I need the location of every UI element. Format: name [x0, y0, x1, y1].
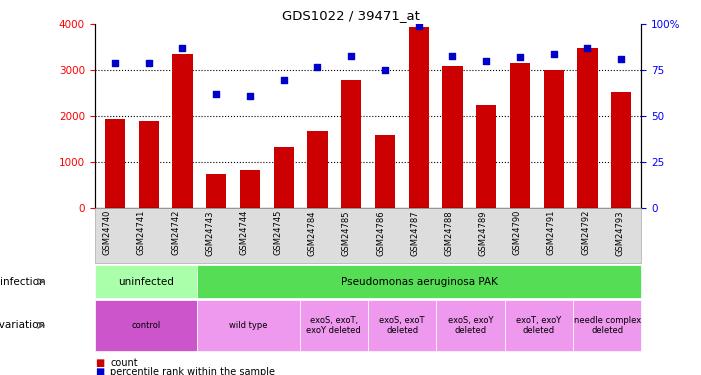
Text: uninfected: uninfected	[118, 277, 174, 286]
Bar	[543, 70, 564, 208]
Point	[481, 58, 492, 64]
Text: ■: ■	[95, 358, 104, 368]
Point	[582, 45, 593, 51]
Text: GSM24790: GSM24790	[513, 210, 522, 255]
Text: GSM24788: GSM24788	[444, 210, 454, 256]
Point	[548, 51, 559, 57]
Bar	[442, 66, 463, 208]
Text: GSM24789: GSM24789	[479, 210, 488, 255]
Text: GSM24742: GSM24742	[171, 210, 180, 255]
Bar	[139, 121, 158, 208]
Bar	[307, 131, 327, 208]
Text: percentile rank within the sample: percentile rank within the sample	[110, 367, 275, 375]
Text: GSM24740: GSM24740	[103, 210, 111, 255]
Text: GSM24786: GSM24786	[376, 210, 385, 256]
Text: exoT, exoY
deleted: exoT, exoY deleted	[516, 316, 562, 335]
Point	[244, 93, 255, 99]
Point	[210, 91, 222, 97]
Point	[413, 23, 424, 29]
Text: Pseudomonas aeruginosa PAK: Pseudomonas aeruginosa PAK	[341, 277, 498, 286]
Text: exoS, exoT
deleted: exoS, exoT deleted	[379, 316, 425, 335]
Text: count: count	[110, 358, 137, 368]
Point	[177, 45, 188, 51]
Point	[278, 76, 290, 82]
Bar	[240, 170, 260, 208]
Bar	[375, 135, 395, 208]
Point	[143, 60, 154, 66]
Bar	[172, 54, 193, 208]
Text: exoS, exoY
deleted: exoS, exoY deleted	[448, 316, 494, 335]
Point	[615, 56, 627, 62]
Text: GSM24741: GSM24741	[137, 210, 146, 255]
Text: GSM24743: GSM24743	[205, 210, 215, 255]
Text: GSM24744: GSM24744	[240, 210, 248, 255]
Point	[447, 53, 458, 58]
Text: control: control	[131, 321, 161, 330]
Text: wild type: wild type	[229, 321, 268, 330]
Text: GSM24793: GSM24793	[615, 210, 625, 255]
Bar	[273, 147, 294, 208]
Bar	[341, 80, 361, 208]
Text: GSM24787: GSM24787	[410, 210, 419, 256]
Bar	[578, 48, 597, 208]
Bar	[510, 63, 530, 208]
Text: GDS1022 / 39471_at: GDS1022 / 39471_at	[282, 9, 419, 22]
Point	[379, 68, 390, 74]
Point	[312, 64, 323, 70]
Text: genotype/variation: genotype/variation	[0, 320, 46, 330]
Point	[346, 53, 357, 58]
Bar	[206, 174, 226, 208]
Text: GSM24791: GSM24791	[547, 210, 556, 255]
Bar	[104, 118, 125, 208]
Text: ■: ■	[95, 367, 104, 375]
Text: infection: infection	[0, 277, 46, 286]
Text: GSM24785: GSM24785	[342, 210, 351, 255]
Bar	[476, 105, 496, 208]
Bar	[611, 92, 632, 208]
Point	[109, 60, 121, 66]
Text: GSM24745: GSM24745	[273, 210, 283, 255]
Text: GSM24792: GSM24792	[581, 210, 590, 255]
Text: GSM24784: GSM24784	[308, 210, 317, 255]
Bar	[409, 27, 429, 208]
Text: exoS, exoT,
exoY deleted: exoS, exoT, exoY deleted	[306, 316, 361, 335]
Text: needle complex
deleted: needle complex deleted	[573, 316, 641, 335]
Point	[515, 54, 526, 60]
